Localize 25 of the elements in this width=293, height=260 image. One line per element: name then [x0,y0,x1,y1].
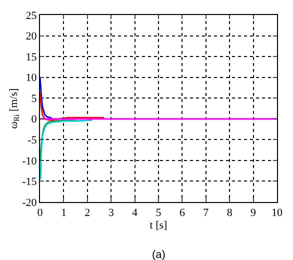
x-tick-label: 4 [132,207,138,220]
x-tick-label: 2 [84,207,90,220]
y-tick-label: 10 [26,72,38,84]
x-tick-label: 6 [179,207,186,220]
y-tick-label: 25 [26,10,38,22]
y-tick-label: 15 [26,51,38,64]
y-tick-label: 5 [31,92,38,105]
line-series [40,119,93,180]
x-tick-label: 5 [156,207,162,220]
y-tick-label: -15 [22,176,38,188]
x-tick-label: 1 [60,207,66,220]
y-tick-label: 20 [26,30,38,43]
line-series [40,91,105,121]
y-tick-label: 0 [31,114,38,126]
x-axis-title: t [s] [150,219,168,232]
x-tick-label: 3 [108,207,114,220]
x-tick-label: 7 [203,207,210,220]
x-tick-label: 8 [226,207,233,220]
x-tick-label: 9 [250,207,257,220]
y-tick-label: -5 [28,134,38,147]
line-series [40,76,53,119]
y-tick-label: -20 [22,196,38,209]
x-tick-label: 10 [272,207,283,220]
y-tick-label: -10 [22,155,38,168]
text: (a) [152,249,166,260]
